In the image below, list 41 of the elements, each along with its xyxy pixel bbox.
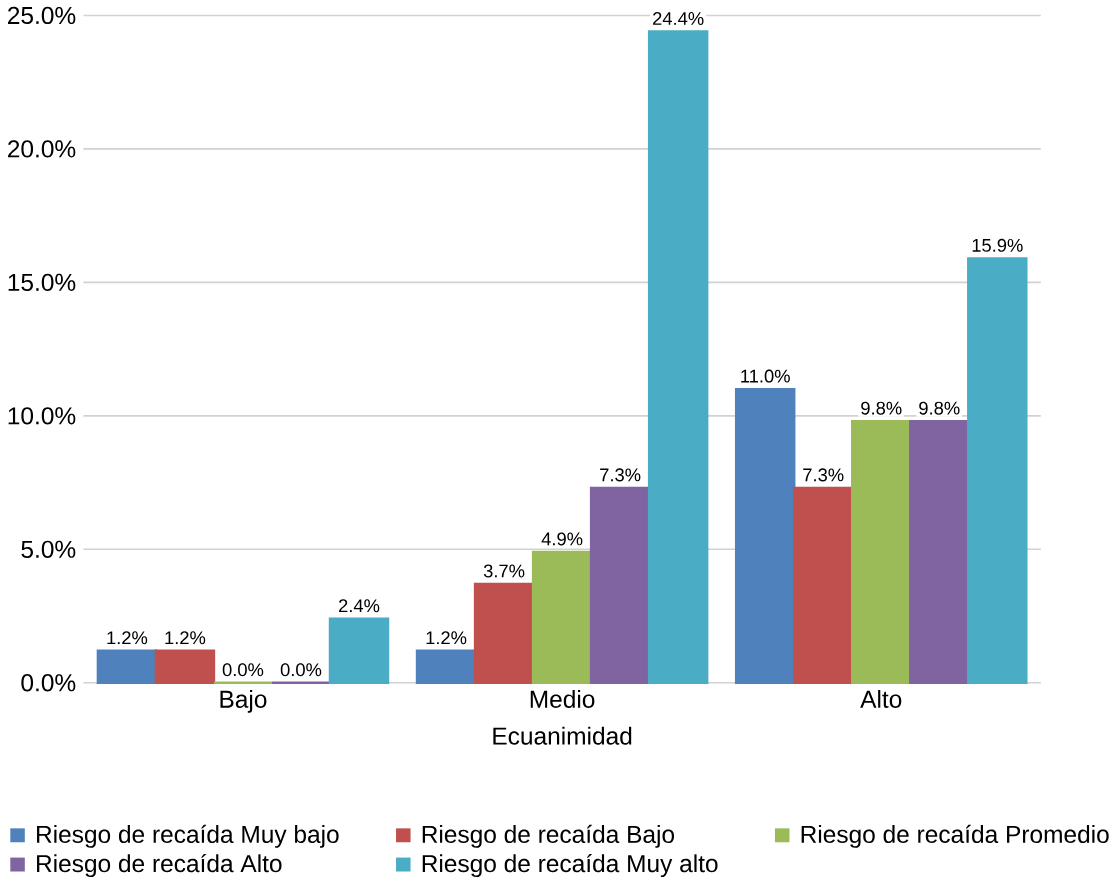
data-label: 24.4%	[653, 11, 704, 25]
y-tick-label: 20.0%	[8, 140, 76, 158]
x-tick-label: Alto	[860, 689, 902, 708]
data-label: 11.0%	[741, 369, 790, 383]
bar	[734, 387, 796, 684]
data-label: 9.8%	[919, 401, 960, 415]
y-tick-label: 25.0%	[8, 6, 76, 24]
y-tick-label: 15.0%	[8, 273, 76, 291]
bar	[647, 30, 709, 684]
bar	[792, 486, 854, 684]
x-tick-label: Bajo	[220, 689, 267, 713]
data-label: 7.3%	[600, 468, 641, 482]
data-label: 1.2%	[426, 631, 467, 645]
bar	[415, 649, 477, 684]
legend-label: Riesgo de recaída Muy alto	[422, 853, 718, 877]
data-label: 3.7%	[483, 564, 525, 578]
legend-label: Riesgo de recaída Muy bajo	[37, 824, 339, 848]
bar	[328, 617, 390, 684]
legend-label: Riesgo de recaída Promedio	[801, 824, 1109, 848]
data-label: 4.9%	[541, 532, 583, 546]
data-label: 0.0%	[280, 663, 322, 677]
bar	[96, 649, 158, 684]
x-tick-label: Medio	[530, 689, 595, 708]
y-tick-label: 10.0%	[8, 407, 76, 425]
legend-label: Riesgo de recaída Alto	[37, 853, 282, 877]
bar	[589, 486, 651, 684]
data-label: 1.2%	[165, 631, 206, 645]
data-label: 7.3%	[803, 468, 844, 482]
y-tick-label: 5.0%	[21, 540, 76, 558]
data-label: 9.8%	[861, 401, 902, 415]
legend-label: Riesgo de recaída Bajo	[422, 824, 675, 848]
data-label: 0.0%	[222, 663, 264, 677]
bar	[473, 582, 535, 684]
y-tick-label: 0.0%	[21, 673, 76, 692]
x-axis-title: Ecuanimidad	[493, 726, 632, 745]
bar	[967, 257, 1028, 684]
bar	[531, 550, 593, 684]
data-label: 1.2%	[107, 631, 148, 645]
data-label: 2.4%	[339, 599, 380, 613]
data-label: 15.9%	[972, 238, 1023, 252]
bar	[154, 649, 216, 684]
